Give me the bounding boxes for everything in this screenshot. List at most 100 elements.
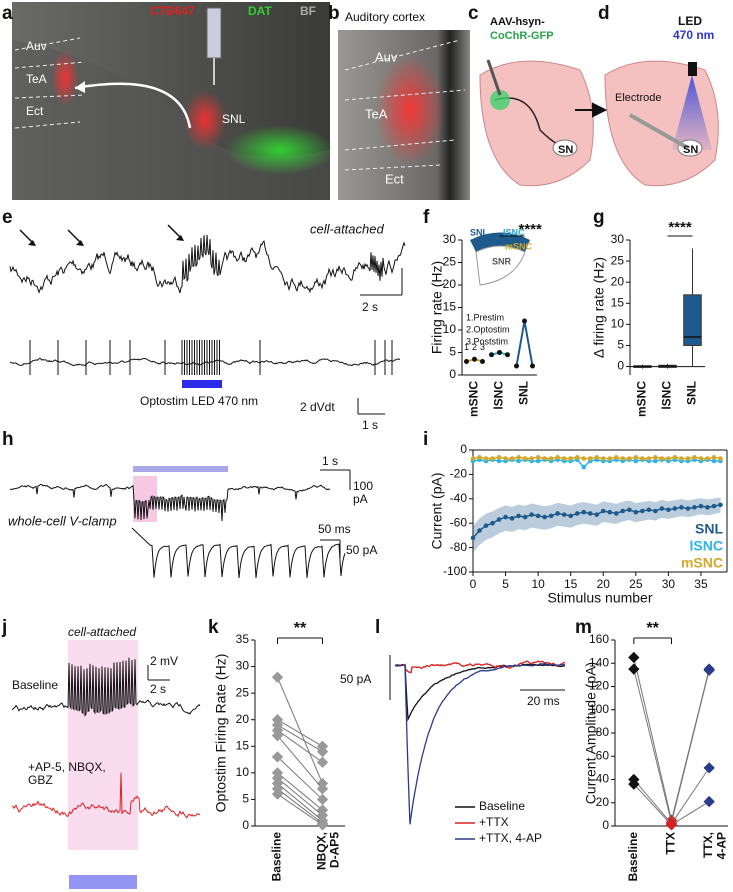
point: [718, 456, 723, 461]
x-tick-label: Baseline: [626, 832, 640, 882]
point: [522, 514, 528, 520]
point: [628, 651, 640, 664]
point: [509, 456, 515, 461]
trace: [9, 234, 406, 294]
pair-line: [277, 783, 323, 822]
pair-line: [277, 788, 323, 824]
point: [529, 512, 534, 517]
legend-label: +TTX, 4-AP: [479, 831, 542, 845]
panel-label: e: [2, 207, 13, 228]
condition-label: +AP-5, NBQX, GBZ: [28, 760, 106, 787]
x-tick-label: SNL: [517, 381, 531, 405]
panel-label: c: [468, 3, 479, 24]
mean-dot: [522, 318, 527, 324]
point: [587, 456, 593, 461]
scale-label: 50 ms: [318, 522, 351, 536]
x-tick-label: 25: [629, 577, 643, 591]
y-tick-label: 0: [460, 442, 467, 456]
stain-label: CTB647: [150, 4, 195, 18]
box: [683, 294, 702, 346]
point: [496, 458, 502, 464]
y-tick-label: 0: [602, 818, 609, 832]
y-tick-label: 10: [443, 322, 457, 336]
inset-label: SNL: [470, 227, 489, 237]
y-tick-label: 30: [611, 232, 625, 246]
panel-title: Auditory cortex: [345, 10, 425, 24]
point: [600, 456, 606, 461]
y-tick-label: -100: [443, 564, 467, 578]
point: [633, 455, 639, 460]
inset-shape: [470, 232, 530, 252]
point: [659, 506, 665, 511]
point: [568, 456, 573, 461]
point: [568, 513, 573, 519]
legend-label: +TTX: [479, 815, 509, 829]
region-label: SNL: [222, 112, 246, 126]
phase-label: 3: [480, 342, 485, 352]
arrow-head: [176, 235, 184, 241]
point: [516, 513, 521, 519]
panel-label: g: [593, 207, 605, 228]
scale-label: 2 mV: [150, 654, 178, 668]
point: [470, 456, 476, 461]
pair-line: [277, 777, 323, 816]
point: [711, 503, 717, 509]
stain-label: BF: [300, 4, 316, 18]
y-axis-label: Δ firing rate (Hz): [591, 257, 607, 358]
y-tick-label: 0: [242, 818, 249, 832]
significance: **: [646, 620, 659, 637]
electrode-label: Electrode: [615, 92, 661, 104]
legend-label: SNL: [695, 521, 723, 537]
panel-label: b: [328, 3, 340, 24]
point: [316, 745, 329, 758]
point: [607, 509, 613, 515]
region-label: Ect: [26, 104, 44, 118]
scale-label: 1 s: [362, 418, 378, 432]
scale-label: 2 dVdt: [300, 400, 335, 414]
x-tick-label: SNL: [685, 381, 699, 405]
trace: [12, 772, 201, 819]
y-axis-label: Current Amplitude (pA): [583, 662, 599, 804]
significance: **: [294, 620, 307, 637]
point: [698, 503, 704, 509]
point: [628, 778, 640, 790]
panel-label: d: [598, 3, 610, 24]
arrow-head: [28, 240, 36, 246]
panel-label: h: [2, 429, 14, 450]
scale-label: 2 s: [150, 682, 166, 696]
point: [685, 506, 691, 511]
brain-schematic: [479, 59, 719, 187]
panel-label: k: [208, 617, 219, 638]
y-tick-label: 100: [589, 702, 609, 716]
y-tick-label: 25: [443, 255, 457, 269]
point: [698, 456, 704, 461]
significance: ****: [519, 221, 543, 238]
stain-label: DAT: [248, 4, 272, 18]
point: [516, 455, 521, 460]
y-tick-label: 15: [236, 738, 250, 752]
point: [490, 520, 495, 526]
legend-label: 2.Optostim: [466, 324, 510, 334]
point: [711, 455, 717, 460]
inset-label: lSNC: [503, 227, 525, 237]
point: [561, 456, 567, 461]
point: [581, 456, 587, 461]
light-bar: [133, 466, 228, 472]
panel-a-image: [12, 2, 335, 200]
y-tick-label: 15: [611, 295, 625, 309]
scale-label: 20 ms: [527, 694, 560, 708]
region-label: TeA: [365, 106, 388, 121]
pair-line: [277, 793, 323, 826]
point: [653, 455, 658, 460]
virus-label: CoChR-GFP: [490, 30, 554, 42]
point: [613, 455, 619, 460]
mean-dot: [472, 356, 477, 362]
point: [483, 456, 489, 461]
phase-label: 1: [464, 342, 469, 352]
point: [271, 730, 284, 742]
point: [516, 458, 521, 464]
mean-dot: [530, 363, 535, 369]
panel-b-image: [338, 30, 470, 200]
point: [672, 506, 678, 511]
x-tick-label: lSNC: [492, 381, 506, 410]
